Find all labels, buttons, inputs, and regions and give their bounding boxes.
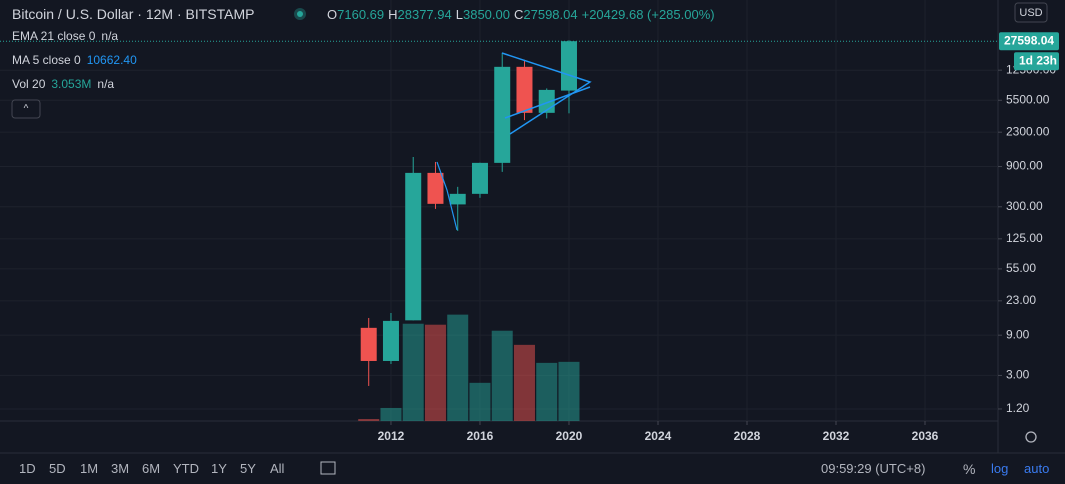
- ma-line: [436, 161, 458, 231]
- ohlc-value: 27598.04: [523, 7, 578, 22]
- interval: 12M: [145, 6, 174, 22]
- candle-body: [427, 172, 444, 204]
- indicator-value: 3.053M: [51, 77, 92, 91]
- ohlc-value: 7160.69: [337, 7, 385, 22]
- y-tick-label: 5500.00: [1006, 92, 1050, 106]
- volume-bar: [358, 419, 380, 421]
- candle-body: [516, 66, 533, 113]
- volume-bar: [536, 362, 558, 421]
- x-tick-label: 2036: [912, 429, 939, 443]
- y-tick-label: 9.00: [1006, 327, 1030, 341]
- indicator[interactable]: Vol 20 3.053M n/a: [12, 77, 120, 91]
- status-dot: [297, 11, 303, 17]
- clock: 09:59:29 (UTC+8): [821, 461, 926, 476]
- currency: USD: [1019, 7, 1042, 19]
- collapse-button[interactable]: [11, 99, 41, 119]
- exchange: BITSTAMP: [185, 6, 255, 22]
- countdown-box: [1014, 52, 1059, 71]
- volume-bar: [558, 361, 580, 421]
- y-tick-label: 2300.00: [1006, 124, 1050, 138]
- percent-toggle[interactable]: %: [963, 461, 976, 477]
- ohlc-label: L: [455, 7, 463, 22]
- candle-body: [360, 327, 377, 361]
- indicator-name: MA 5 close 0: [12, 53, 81, 67]
- collapse-arrow: ^: [24, 104, 29, 115]
- range-button[interactable]: 3M: [111, 461, 130, 476]
- ohlc-legend: O7160.69 H28377.94 L3850.00 C27598.04 +20429…: [327, 7, 715, 22]
- volume-bar: [402, 323, 424, 421]
- range-button[interactable]: 5D: [49, 461, 66, 476]
- x-tick-label: 2028: [734, 429, 761, 443]
- range-button[interactable]: All: [270, 461, 285, 476]
- triangle-drawing[interactable]: [501, 52, 592, 135]
- volume-bar: [491, 330, 513, 421]
- candle-body: [382, 320, 399, 361]
- range-button[interactable]: 5Y: [240, 461, 256, 476]
- indicator-name: EMA 21 close 0: [12, 29, 96, 43]
- candle-body: [494, 66, 511, 163]
- y-tick-label: 3.00: [1006, 368, 1030, 382]
- ohlc-value: 3850.00: [462, 7, 510, 22]
- auto-toggle[interactable]: auto: [1024, 461, 1050, 476]
- volume-bar: [380, 407, 402, 421]
- indicator[interactable]: EMA 21 close 0 n/a: [12, 29, 124, 43]
- indicator[interactable]: MA 5 close 0 10662.40: [12, 53, 143, 67]
- x-tick-label: 2012: [378, 429, 405, 443]
- candle-body: [560, 41, 577, 91]
- range-button[interactable]: 6M: [142, 461, 161, 476]
- ohlc-label: C: [513, 7, 524, 22]
- indicator-value: n/a: [101, 29, 119, 43]
- y-tick-label: 1.20: [1006, 401, 1030, 415]
- log-toggle[interactable]: log: [991, 461, 1009, 476]
- range-button[interactable]: YTD: [173, 461, 199, 476]
- candle-body: [449, 193, 466, 205]
- indicator-value: 10662.40: [86, 53, 137, 67]
- x-tick-label: 2020: [556, 429, 583, 443]
- volume-bar: [447, 314, 469, 421]
- y-tick-label: 900.00: [1006, 159, 1043, 173]
- last-price-box: [999, 32, 1059, 51]
- settings-icon[interactable]: [1025, 431, 1037, 443]
- y-tick-label: 125.00: [1006, 231, 1043, 245]
- x-tick-label: 2016: [467, 429, 494, 443]
- compare-icon[interactable]: [320, 461, 336, 475]
- ohlc-label: O: [327, 7, 338, 22]
- currency-button[interactable]: [1014, 2, 1048, 23]
- y-tick-label: 300.00: [1006, 199, 1043, 213]
- volume-bar: [424, 324, 446, 421]
- volume-bar: [513, 344, 535, 421]
- y-tick-label: 23.00: [1006, 293, 1036, 307]
- ohlc-value: 28377.94: [397, 7, 452, 22]
- range-button[interactable]: 1D: [19, 461, 36, 476]
- volume-bar: [469, 382, 491, 421]
- change: +20429.68 (+285.00%): [581, 7, 715, 22]
- x-tick-label: 2032: [823, 429, 850, 443]
- trend-line[interactable]: [504, 86, 591, 119]
- indicator-value: n/a: [97, 77, 115, 91]
- y-tick-label: 55.00: [1006, 261, 1036, 275]
- symbol: Bitcoin / U.S. Dollar: [12, 6, 134, 22]
- ohlc-label: H: [388, 7, 398, 22]
- candle-body: [405, 172, 422, 321]
- range-button[interactable]: 1M: [80, 461, 99, 476]
- candle-body: [471, 162, 488, 194]
- x-tick-label: 2024: [645, 429, 672, 443]
- indicator-name: Vol 20: [12, 77, 46, 91]
- range-button[interactable]: 1Y: [211, 461, 227, 476]
- header: Bitcoin / U.S. Dollar · 12M · BITSTAMP: [12, 6, 255, 22]
- countdown: 1d 23h: [1019, 53, 1057, 67]
- last-price-label: 27598.04: [1004, 33, 1054, 47]
